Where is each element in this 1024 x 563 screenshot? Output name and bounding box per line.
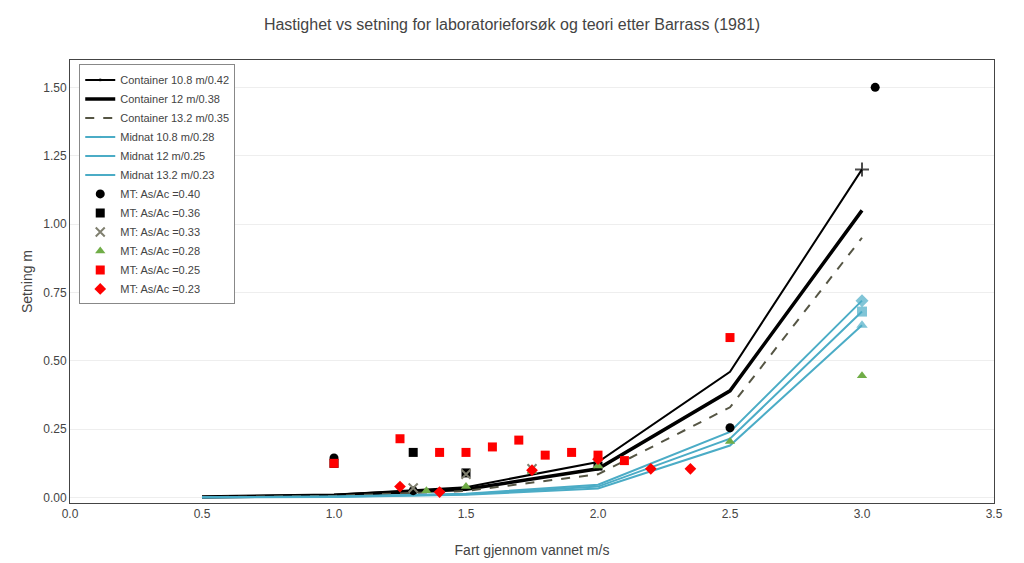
svg-text:Midnat 13.2 m/0.23: Midnat 13.2 m/0.23 [120,169,214,181]
svg-text:Fart gjennom vannet m/s: Fart gjennom vannet m/s [455,542,610,558]
svg-text:2.0: 2.0 [590,507,607,521]
svg-text:3.5: 3.5 [986,507,1003,521]
svg-text:0.5: 0.5 [194,507,211,521]
svg-text:0.50: 0.50 [43,354,67,368]
svg-text:MT: As/Ac =0.23: MT: As/Ac =0.23 [120,283,200,295]
svg-text:Container 12 m/0.38: Container 12 m/0.38 [120,93,220,105]
svg-text:Container 10.8 m/0.42: Container 10.8 m/0.42 [120,74,229,86]
svg-text:1.00: 1.00 [43,217,67,231]
svg-text:MT: As/Ac =0.40: MT: As/Ac =0.40 [120,188,200,200]
svg-text:Hastighet vs setning for labor: Hastighet vs setning for laboratoriefors… [264,16,760,33]
svg-text:Setning m: Setning m [19,250,35,313]
svg-text:1.50: 1.50 [43,81,67,95]
svg-text:MT: As/Ac =0.33: MT: As/Ac =0.33 [120,226,200,238]
svg-text:3.0: 3.0 [854,507,871,521]
svg-text:MT: As/Ac =0.28: MT: As/Ac =0.28 [120,245,200,257]
svg-text:Midnat 12 m/0.25: Midnat 12 m/0.25 [120,150,205,162]
svg-text:1.0: 1.0 [326,507,343,521]
svg-text:MT: As/Ac =0.25: MT: As/Ac =0.25 [120,264,200,276]
svg-text:2.5: 2.5 [722,507,739,521]
svg-text:0.25: 0.25 [43,422,67,436]
svg-text:Container 13.2 m/0.35: Container 13.2 m/0.35 [120,112,229,124]
svg-text:1.5: 1.5 [458,507,475,521]
svg-text:MT: As/Ac =0.36: MT: As/Ac =0.36 [120,207,200,219]
svg-text:0.0: 0.0 [62,507,79,521]
svg-text:0.75: 0.75 [43,286,67,300]
svg-text:Midnat 10.8 m/0.28: Midnat 10.8 m/0.28 [120,131,214,143]
svg-text:0.00: 0.00 [43,491,67,505]
svg-text:1.25: 1.25 [43,149,67,163]
